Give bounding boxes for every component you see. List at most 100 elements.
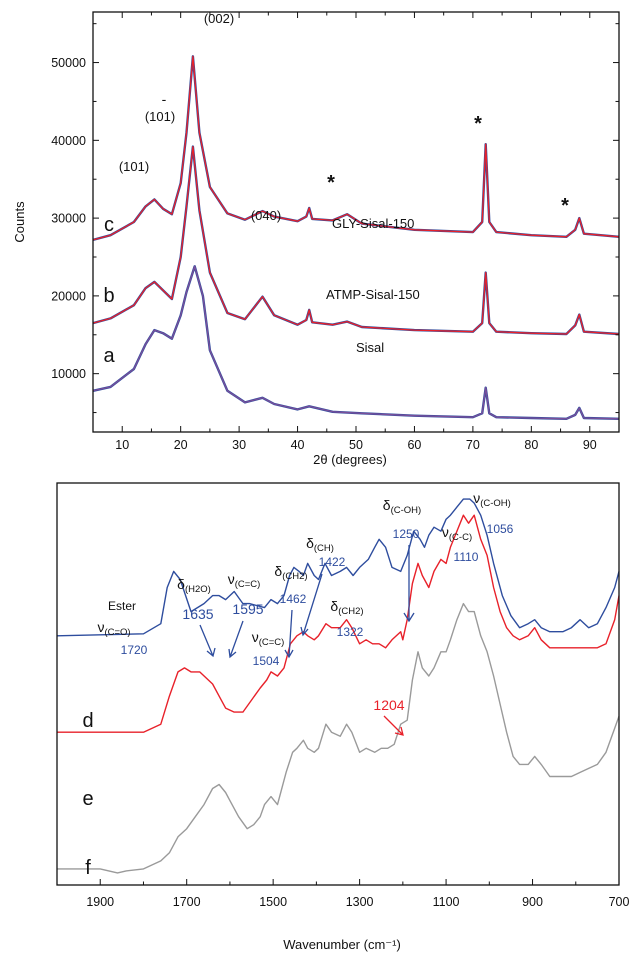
ftir-label-nu-cc-1504: ν(C=C) [252,629,285,648]
xrd-label-002: (002) [204,11,234,26]
xrd-y-tick-label: 30000 [51,212,86,226]
xrd-star-42: * [327,172,335,194]
xrd-series-a-fit-line [92,265,620,420]
xrd-series-letter-b: b [103,285,114,307]
delta-symbol: δ [383,497,391,513]
ftir-label-nu-co: ν(C=O) [97,619,130,638]
sub-cc-double: (C=C) [235,579,261,590]
ftir-x-tick-label: 1100 [433,895,460,909]
ftir-label-nu-cc-1595: ν(C=C) [228,571,261,590]
sub-co: (C=O) [104,627,130,638]
xrd-label-101: (101) [119,159,149,174]
arrow-1462 [284,609,294,659]
ftir-x-tick-label: 1900 [86,895,114,909]
sub-cc-double: (C=C) [259,637,285,648]
xrd-series-name-sisal: Sisal [356,340,384,355]
ftir-plot-frame [56,482,620,886]
ftir-wavenumber-1056: 1056 [487,522,514,536]
nu-symbol: ν [228,571,235,587]
ftir-series-letter-e: e [82,788,93,810]
xrd-x-ticks: 10 20 30 40 50 60 70 80 90 [92,12,620,452]
xrd-y-tick-label: 50000 [51,56,86,70]
ftir-x-axis-title: Wavenumber (cm⁻¹) [283,937,401,952]
xrd-label-101bar-mark: - [162,91,167,107]
xrd-panel: 10 20 30 40 50 60 70 80 90 10000 20000 30000 40000 5… [12,11,620,467]
ftir-wavenumber-1720: 1720 [121,643,148,657]
ftir-series-d-line [56,498,620,637]
ftir-x-tick-label: 700 [609,895,630,909]
xrd-star-88: * [561,195,569,217]
ftir-wavenumber-1204: 1204 [373,697,404,713]
xrd-y-ticks: 10000 20000 30000 40000 50000 [51,23,619,414]
ftir-x-ticks: 1900 1700 1500 1300 1100 900 700 [56,879,630,909]
sub-coh: (C-OH) [480,498,511,509]
ftir-x-tick-label: 1300 [346,895,374,909]
sub-ch: (CH) [314,543,334,554]
xrd-x-tick-label: 10 [115,438,129,452]
nu-symbol: ν [442,524,449,540]
ftir-wavenumber-1250: 1250 [393,527,420,541]
xrd-y-axis-title: Counts [12,201,27,243]
ftir-panel: 1900 1700 1500 1300 1100 900 700 Wavenumber (c… [56,482,630,952]
sub-ch2: (CH2) [338,606,363,617]
xrd-y-tick-label: 40000 [51,134,86,148]
ftir-x-tick-label: 1500 [259,895,287,909]
xrd-series-c-fit-line [92,55,620,241]
ftir-wavenumber-1422: 1422 [319,555,346,569]
xrd-traces [92,55,620,420]
xrd-series-b-fit-line [92,145,620,335]
ftir-x-tick-label: 900 [522,895,543,909]
arrow-1250 [403,545,415,623]
sub-cc: (C-C) [449,532,472,543]
ftir-wavenumber-1504: 1504 [253,654,280,668]
delta-symbol: δ [274,563,282,579]
ftir-wavenumber-1110: 1110 [454,550,479,564]
sub-h2o: (H2O) [185,584,211,595]
ftir-wavenumber-1635: 1635 [182,606,213,622]
xrd-x-tick-label: 50 [349,438,363,452]
nu-symbol: ν [473,490,480,506]
sub-coh: (C-OH) [391,505,422,516]
ftir-label-nu-coh: ν(C-OH) [473,490,511,509]
arrow-1595 [228,620,244,659]
xrd-x-tick-label: 70 [466,438,480,452]
delta-symbol: δ [177,576,185,592]
xrd-y-tick-label: 10000 [51,367,86,381]
ftir-label-delta-ch2-1462: δ(CH2) [274,563,307,582]
ftir-wavenumber-1595: 1595 [232,601,263,617]
ftir-x-tick-label: 1700 [173,895,201,909]
nu-symbol: ν [97,619,104,635]
nu-symbol: ν [252,629,259,645]
ftir-series-letter-f: f [85,857,91,879]
ftir-label-nu-cc-single: ν(C-C) [442,524,472,543]
xrd-x-tick-label: 60 [407,438,421,452]
arrow-1204 [383,715,404,736]
ftir-series-f-line [57,602,620,874]
ftir-series-letter-d: d [82,710,93,732]
sub-ch2: (CH2) [282,571,307,582]
ftir-series-e-line [57,514,620,733]
ftir-label-ester: Ester [108,599,136,613]
xrd-star-72: * [474,113,482,135]
xrd-x-axis-title: 2θ (degrees) [313,452,387,467]
xrd-x-tick-label: 30 [232,438,246,452]
xrd-x-tick-label: 40 [291,438,305,452]
delta-symbol: δ [330,598,338,614]
xrd-y-tick-label: 20000 [51,289,86,303]
xrd-label-040: (040) [251,208,281,223]
xrd-series-letter-a: a [103,345,115,367]
arrow-1422 [300,573,323,637]
xrd-x-tick-label: 80 [524,438,538,452]
ftir-label-delta-ch2-1322: δ(CH2) [330,598,363,617]
ftir-label-delta-coh: δ(C-OH) [383,497,421,516]
arrow-1635 [199,624,216,658]
ftir-label-delta-h2o: δ(H2O) [177,576,211,595]
xrd-series-b-noise-trace [92,145,620,336]
xrd-x-tick-label: 20 [174,438,188,452]
xrd-x-tick-label: 90 [583,438,597,452]
ftir-traces [56,498,620,874]
xrd-label-101bar: (101) [145,109,175,124]
delta-symbol: δ [306,535,314,551]
ftir-wavenumber-1462: 1462 [280,592,307,606]
